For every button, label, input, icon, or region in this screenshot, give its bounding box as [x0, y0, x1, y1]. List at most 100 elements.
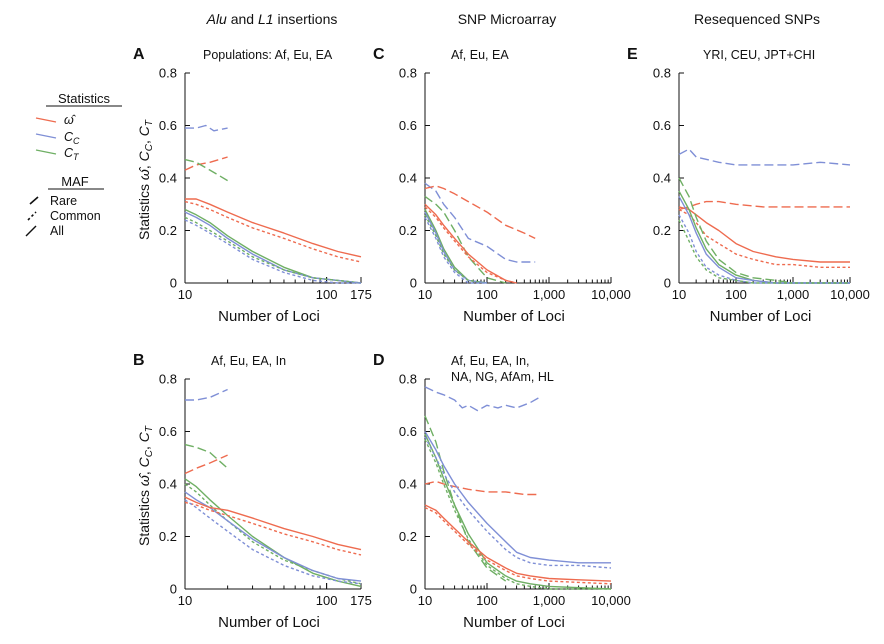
- legend: Statistics ω̂ CC CT MAF Rare Common All: [25, 91, 122, 238]
- panel-e-y-tick-label: 0.6: [653, 118, 671, 133]
- panel-b-series-cc-common: [184, 499, 362, 585]
- legend-statistics-title: Statistics: [58, 91, 111, 106]
- legend-swatch-all: [25, 225, 37, 237]
- panel-a-series-cc-rare: [185, 124, 228, 132]
- legend-swatch-rare: [29, 196, 39, 205]
- panel-b-label: B: [133, 352, 145, 369]
- column-title-resequenced: Resequenced SNPs: [694, 11, 820, 27]
- panel-d-series-cc-common: [424, 436, 612, 569]
- panel-d-y-tick-label: 0.2: [399, 529, 417, 544]
- panel-b-series-omega-all: [184, 496, 362, 551]
- panel-d: D Af, Eu, EA, In, NA, NG, AfAm, HL 0 0.2 0.4 0…: [373, 352, 631, 631]
- panel-c-series-cc-all: [424, 211, 488, 284]
- legend-swatch-cc: [35, 133, 57, 139]
- panel-e-x-tick-label: 10,000: [830, 287, 870, 302]
- panel-a: A Populations: Af, Eu, EA 0 0.2 0.4 0.6 0.8 10 1…: [133, 46, 372, 325]
- legend-label-common: Common: [50, 209, 101, 223]
- panel-c-x-axis-label: Number of Loci: [463, 308, 565, 325]
- panel-b-series-ct-common: [184, 483, 362, 585]
- panel-a-y-tick-label: 0.8: [159, 66, 177, 81]
- panel-e-series-ct-all: [678, 190, 850, 284]
- panel-c-series-ct-rare: [424, 195, 506, 284]
- panel-e-series-omega-all: [678, 206, 850, 263]
- panel-d-x-tick-label: 1,000: [533, 593, 566, 608]
- panel-a-series-omega-rare: [184, 156, 228, 171]
- panel-d-x-tick-label: 100: [476, 593, 498, 608]
- panel-d-series-omega-rare: [424, 480, 540, 496]
- panel-e-series-cc-common: [678, 214, 850, 284]
- panel-c-series-cc-common: [424, 217, 487, 284]
- panel-e-y-tick-label: 0: [664, 276, 671, 291]
- panel-d-y-tick-label: 0.8: [399, 372, 417, 387]
- panel-a-series-cc-all: [184, 211, 362, 284]
- legend-label-all: All: [50, 224, 64, 238]
- panel-b-x-tick-label: 10: [178, 593, 192, 608]
- panel-e-y-tick-label: 0.4: [653, 171, 671, 186]
- legend-swatch-ct: [35, 149, 57, 155]
- panel-c-x-tick-label: 10,000: [591, 287, 631, 302]
- panel-e-x-tick-label: 100: [725, 287, 747, 302]
- panel-e-series-cc-all: [678, 196, 850, 284]
- column-title-microarray: SNP Microarray: [458, 11, 557, 27]
- column-title-insertions: Alu and L1 insertions: [206, 11, 338, 27]
- panel-e-series-ct-common: [678, 219, 850, 284]
- panel-d-subtitle-0: Af, Eu, EA, In,: [451, 354, 530, 368]
- panel-e-x-axis-label: Number of Loci: [710, 308, 812, 325]
- legend-label-rare: Rare: [50, 194, 77, 208]
- panel-d-x-tick-label: 10,000: [591, 593, 631, 608]
- panel-e-label: E: [627, 46, 638, 63]
- panel-c-series-omega-common: [424, 206, 517, 284]
- panel-d-series-omega-all: [424, 504, 612, 582]
- panel-d-subtitle-1: NA, NG, AfAm, HL: [451, 370, 554, 384]
- panel-e-y-tick-label: 0.2: [653, 223, 671, 238]
- panel-b-series-ct-rare: [184, 443, 229, 469]
- panel-a-label: A: [133, 46, 145, 63]
- panel-c-y-tick-label: 0: [410, 276, 417, 291]
- panel-b-subtitle-0: Af, Eu, EA, In: [211, 354, 286, 368]
- panel-c-y-tick-label: 0.8: [399, 66, 417, 81]
- legend-swatch-common: [27, 211, 37, 221]
- panel-a-x-tick-label: 10: [178, 287, 192, 302]
- panel-d-y-tick-label: 0.6: [399, 424, 417, 439]
- legend-label-omega: ω̂: [64, 113, 77, 127]
- panel-b-series-cc-rare: [185, 388, 228, 401]
- panel-b-series-omega-rare: [184, 454, 228, 475]
- panel-d-series-omega-common: [424, 506, 612, 585]
- panel-e-x-tick-label: 10: [672, 287, 686, 302]
- panel-c-series-cc-rare: [424, 182, 536, 263]
- panel-a-series-cc-common: [184, 219, 361, 284]
- panel-b-series-omega-common: [184, 501, 362, 556]
- y-axis-label-top: Statistics ω̂, CC, CT: [136, 119, 155, 240]
- panel-b-y-tick-label: 0.2: [159, 529, 177, 544]
- panel-c-series-ct-common: [424, 214, 488, 284]
- panel-a-series-omega-common: [184, 200, 362, 263]
- panel-b-x-axis-label: Number of Loci: [218, 614, 320, 631]
- panel-c-subtitle-0: Af, Eu, EA: [451, 48, 509, 62]
- panel-d-series-cc-rare: [424, 386, 540, 412]
- panel-b-series-cc-all: [184, 491, 362, 582]
- panel-d-label: D: [373, 352, 385, 369]
- panels: A Populations: Af, Eu, EA 0 0.2 0.4 0.6 0.8 10 1…: [133, 46, 870, 631]
- panel-c-series-omega-rare: [424, 185, 536, 240]
- panel-e-y-tick-label: 0.8: [653, 66, 671, 81]
- panel-a-y-tick-label: 0.4: [159, 171, 177, 186]
- legend-label-ct: CT: [64, 146, 80, 162]
- legend-maf-title: MAF: [61, 174, 89, 189]
- panel-b-y-tick-label: 0.8: [159, 372, 177, 387]
- panel-c-series-ct-all: [424, 209, 488, 284]
- panel-c-x-tick-label: 100: [476, 287, 498, 302]
- panel-b-y-tick-label: 0.4: [159, 477, 177, 492]
- panel-d-y-tick-label: 0.4: [399, 477, 417, 492]
- panel-e-x-tick-label: 1,000: [777, 287, 810, 302]
- panel-b-y-tick-label: 0: [170, 582, 177, 597]
- y-axis-label-bottom: Statistics ω̂, CC, CT: [136, 425, 155, 546]
- panel-c-x-tick-label: 10: [418, 287, 432, 302]
- panel-d-series-ct-all: [424, 433, 612, 590]
- panel-a-x-axis-label: Number of Loci: [218, 308, 320, 325]
- panel-c-label: C: [373, 46, 385, 63]
- legend-swatch-omega: [35, 117, 57, 123]
- panel-a-y-tick-label: 0: [170, 276, 177, 291]
- panel-e-subtitle-0: YRI, CEU, JPT+CHI: [703, 48, 815, 62]
- panel-d-series-cc-all: [424, 431, 611, 564]
